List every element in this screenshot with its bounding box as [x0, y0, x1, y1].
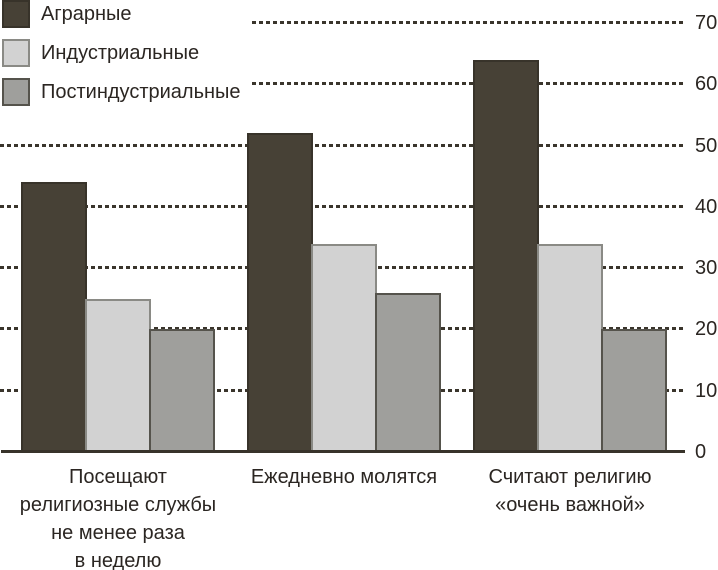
gridline-50	[0, 143, 686, 147]
y-tick-label-0: 0	[695, 441, 707, 463]
legend-swatch-icon	[2, 78, 30, 106]
legend-item-1: Аграрные	[2, 0, 241, 28]
x-axis-line	[1, 450, 685, 453]
gridline-60	[252, 82, 686, 86]
y-tick-label-10: 10	[695, 379, 718, 402]
bar-series3-group2	[375, 292, 441, 452]
bar-series2-group3	[537, 243, 603, 452]
legend-label: Аграрные	[41, 2, 132, 25]
category-label-1: Посещают религиозные службы не менее раза в…	[0, 463, 248, 570]
legend-swatch-icon	[2, 0, 30, 28]
bar-series1-group3	[473, 59, 539, 452]
gridline-70	[252, 21, 686, 24]
legend-label: Индустриальные	[41, 41, 200, 64]
bar-series3-group3	[601, 329, 667, 452]
y-tick-label-60: 60	[695, 73, 718, 96]
bar-series1-group2	[247, 133, 313, 452]
y-tick-label-40: 40	[695, 195, 718, 218]
y-tick-label-20: 20	[695, 318, 718, 341]
y-tick-label-30: 30	[695, 257, 718, 280]
y-tick-label-50: 50	[695, 134, 718, 157]
bar-series2-group2	[311, 243, 377, 452]
legend: Аграрные Индустриальные Постиндустриальные	[2, 0, 241, 117]
category-label-line: «очень важной»	[495, 494, 645, 516]
category-label-line: Посещают	[69, 466, 167, 488]
category-label-line: в неделю	[74, 550, 162, 570]
legend-item-2: Индустриальные	[2, 39, 241, 67]
category-label-line: религиозные службы	[19, 494, 217, 516]
bar-series1-group1	[21, 182, 87, 452]
legend-item-3: Постиндустриальные	[2, 78, 241, 106]
bar-series3-group1	[149, 329, 215, 452]
category-label-line: не менее раза	[51, 522, 185, 544]
legend-swatch-icon	[2, 39, 30, 67]
gridline-40	[0, 204, 686, 208]
category-label-2: Ежедневно молятся	[214, 463, 474, 491]
category-label-line: Считают религию	[488, 466, 652, 488]
y-tick-label-70: 70	[695, 12, 718, 34]
category-label-line: Ежедневно молятся	[250, 466, 438, 488]
legend-label: Постиндустриальные	[41, 80, 241, 103]
bar-series2-group1	[85, 298, 151, 452]
category-label-3: Считают религию «очень важной»	[440, 463, 700, 519]
